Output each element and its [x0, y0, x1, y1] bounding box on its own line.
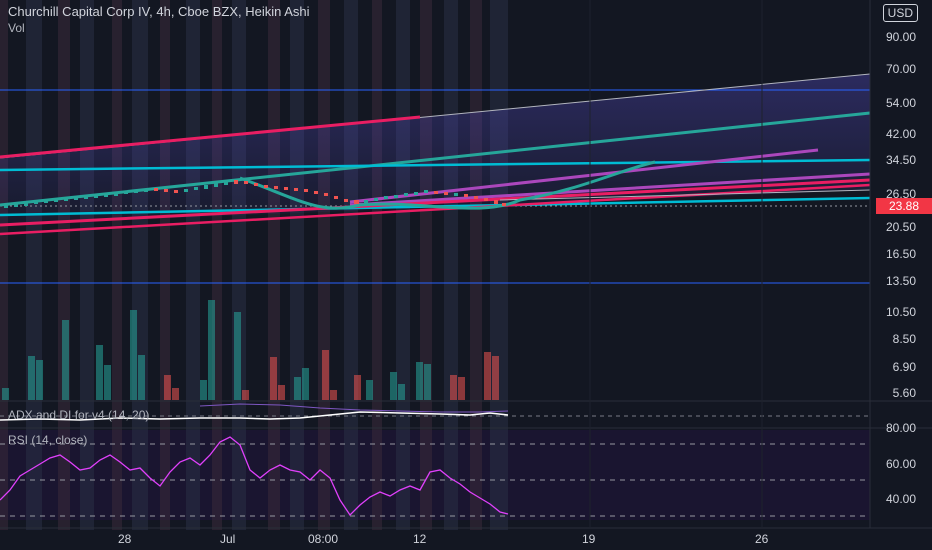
- price-tick: 42.00: [885, 127, 916, 141]
- rsi-tick: 40.00: [885, 492, 916, 506]
- price-tick: 20.50: [885, 220, 916, 234]
- adx-legend[interactable]: ADX and DI for v4 (14, 20): [8, 408, 150, 422]
- time-label: 26: [755, 532, 769, 546]
- trend-line: [499, 189, 871, 201]
- time-label: Jul: [220, 532, 236, 546]
- price-tick: 5.60: [892, 386, 916, 400]
- price-tick: 16.50: [885, 247, 916, 261]
- trend-line: [0, 183, 871, 236]
- trend-line: [0, 115, 421, 159]
- trend-line: [349, 148, 819, 204]
- time-label: 12: [413, 532, 427, 546]
- candles: [4, 180, 506, 208]
- current-price-tag: 23.88: [876, 198, 932, 214]
- time-label: 28: [118, 532, 132, 546]
- rsi-line: [0, 436, 509, 517]
- price-tick: 34.50: [885, 153, 916, 167]
- trend-line: [349, 172, 871, 207]
- price-tick: 54.00: [885, 96, 916, 110]
- volume-legend[interactable]: Vol: [8, 21, 25, 35]
- currency-selector[interactable]: USD: [882, 4, 918, 22]
- price-tick: 8.50: [892, 332, 916, 346]
- symbol-title[interactable]: Churchill Capital Corp IV, 4h, Cboe BZX,…: [8, 4, 310, 19]
- price-tick: 70.00: [885, 62, 916, 76]
- di-line: [199, 403, 509, 413]
- price-tick: 90.00: [885, 30, 916, 44]
- price-tick: 13.50: [885, 274, 916, 288]
- volume-bars: [2, 300, 499, 400]
- curve-line: [239, 160, 656, 210]
- price-tick: 26.50: [885, 187, 916, 201]
- trend-line: [0, 178, 871, 227]
- price-tick: 6.90: [892, 360, 916, 374]
- adx-line: [0, 411, 509, 421]
- rsi-tick: 60.00: [885, 457, 916, 471]
- price-tick: 10.50: [885, 305, 916, 319]
- time-label: 19: [582, 532, 596, 546]
- rsi-tick: 80.00: [885, 421, 916, 435]
- rsi-legend[interactable]: RSI (14, close): [8, 433, 88, 447]
- time-label: 08:00: [308, 532, 339, 546]
